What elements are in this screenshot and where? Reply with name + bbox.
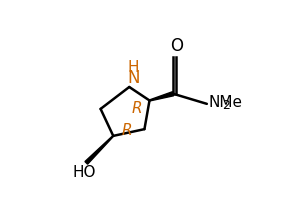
Text: R: R	[132, 101, 142, 116]
Text: O: O	[170, 37, 183, 55]
Text: H: H	[128, 60, 139, 75]
Text: N: N	[127, 69, 140, 87]
Polygon shape	[85, 136, 114, 164]
Text: NMe: NMe	[209, 95, 242, 110]
Polygon shape	[149, 92, 174, 101]
Text: R: R	[122, 123, 132, 138]
Text: 2: 2	[222, 99, 230, 112]
Text: HO: HO	[73, 165, 96, 180]
